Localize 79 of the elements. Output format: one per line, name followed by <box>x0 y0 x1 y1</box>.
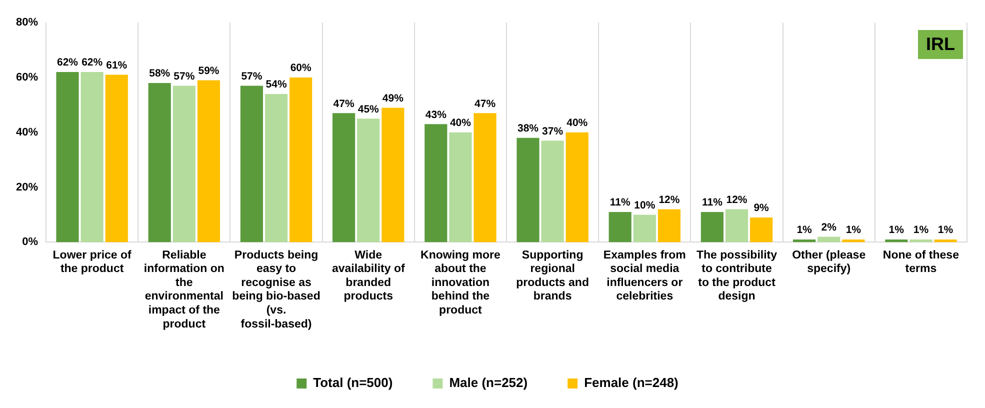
bar <box>449 132 472 242</box>
bar <box>934 239 957 242</box>
bar <box>56 72 79 242</box>
data-label: 12% <box>726 194 748 206</box>
legend-label: Total (n=500) <box>313 375 393 390</box>
data-label: 62% <box>82 56 104 69</box>
bar <box>566 132 588 242</box>
bar <box>608 212 632 242</box>
bar <box>80 72 104 242</box>
legend-label: Male (n=252) <box>449 375 528 390</box>
data-label: 45% <box>358 103 380 116</box>
x-tick-label: None of these terms <box>882 249 959 276</box>
bar <box>750 217 773 242</box>
bar <box>910 239 932 242</box>
bar <box>700 212 724 242</box>
bar <box>332 113 356 242</box>
data-label: 43% <box>425 108 448 121</box>
bar <box>658 209 681 242</box>
data-label: 54% <box>266 78 288 91</box>
x-tick-label: Wide availability of branded products <box>332 249 405 303</box>
data-label: 57% <box>174 70 196 82</box>
bar <box>290 78 312 242</box>
x-tick-label: Examples from social media influencers or celebrities <box>603 249 686 303</box>
y-tick-label: 20% <box>16 181 38 194</box>
y-tick-label: 80% <box>16 16 38 29</box>
data-label: 58% <box>149 68 171 80</box>
bar <box>725 209 748 242</box>
data-label: 1% <box>846 224 862 236</box>
data-label: 2% <box>821 221 838 234</box>
data-label: 59% <box>198 64 220 77</box>
bar <box>885 239 908 242</box>
data-label: 1% <box>938 224 954 236</box>
annotation: IRL <box>918 30 963 59</box>
bar <box>357 118 380 242</box>
bar <box>172 86 196 242</box>
bar <box>264 94 288 242</box>
data-label: 9% <box>754 202 770 214</box>
data-label: 40% <box>566 117 588 130</box>
bar <box>541 140 564 242</box>
bar <box>148 82 171 242</box>
data-label: 11% <box>702 196 724 209</box>
bar <box>633 214 656 242</box>
bar <box>842 239 865 242</box>
data-label: 47% <box>333 98 355 110</box>
y-tick-label: 40% <box>16 126 38 138</box>
data-label: 1% <box>913 224 930 236</box>
data-label: 1% <box>888 224 905 236</box>
data-label: 61% <box>106 59 128 72</box>
data-label: 60% <box>290 62 312 74</box>
data-label: 11% <box>610 196 631 209</box>
x-tick-label: The possibility to contribute to the product design <box>696 249 778 303</box>
data-label: 1% <box>796 224 813 236</box>
x-tick-label: Products being easy to recognise as being bio-based (vs. fossil-based) <box>232 249 320 330</box>
x-tick-label: Lower price of the product <box>52 249 132 276</box>
x-tick-label: Knowing more about the innovation behind the product <box>420 249 500 316</box>
data-label: 47% <box>474 98 496 110</box>
bar <box>792 239 816 242</box>
bar <box>516 138 540 242</box>
x-tick-label: Supporting regional products and brands <box>516 249 589 303</box>
data-label: 57% <box>241 70 263 82</box>
y-tick-label: 60% <box>16 72 38 84</box>
x-tick-label: Reliable information on the environmental impact of the product <box>144 249 224 330</box>
x-tick-label: Other (please specify) <box>792 249 866 276</box>
data-label: 37% <box>542 125 564 138</box>
y-tick-label: 0% <box>22 236 38 248</box>
bar <box>424 124 448 242</box>
bar <box>382 108 404 242</box>
data-label: 38% <box>517 122 540 135</box>
legend-label: Female (n=248) <box>584 375 678 390</box>
bar <box>240 86 263 242</box>
data-label: 10% <box>634 199 656 212</box>
data-label: 62% <box>57 56 79 69</box>
bar <box>818 236 840 242</box>
data-label: 49% <box>382 92 404 104</box>
bar <box>474 113 496 242</box>
bar <box>105 74 128 242</box>
bar <box>197 80 220 242</box>
data-label: 40% <box>450 117 472 130</box>
data-label: 12% <box>658 194 680 206</box>
